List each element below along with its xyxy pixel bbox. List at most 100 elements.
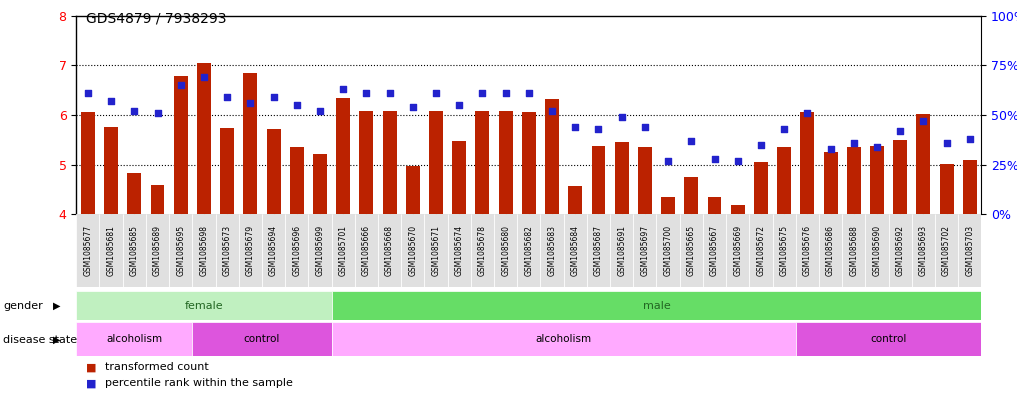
Text: GSM1085701: GSM1085701 [339, 225, 348, 276]
Text: alcoholism: alcoholism [106, 334, 163, 344]
Point [219, 94, 235, 100]
Text: GSM1085687: GSM1085687 [594, 225, 603, 276]
Point [265, 94, 282, 100]
Bar [657, 214, 679, 287]
Bar [266, 129, 281, 214]
Bar [174, 76, 188, 214]
Point [729, 158, 745, 164]
Bar [76, 291, 332, 320]
Bar [100, 214, 123, 287]
Text: GSM1085685: GSM1085685 [130, 225, 138, 276]
Bar [610, 214, 634, 287]
Bar [104, 127, 118, 214]
Bar [842, 214, 865, 287]
Text: GSM1085669: GSM1085669 [733, 225, 742, 276]
Point [915, 118, 932, 124]
Bar [424, 214, 447, 287]
Point [939, 140, 955, 146]
Text: control: control [871, 334, 907, 344]
Bar [262, 214, 285, 287]
Text: GSM1085671: GSM1085671 [431, 225, 440, 276]
Text: GSM1085696: GSM1085696 [292, 225, 301, 276]
Bar [151, 185, 165, 214]
Text: GSM1085668: GSM1085668 [385, 225, 395, 276]
Bar [476, 112, 489, 214]
Bar [540, 214, 563, 287]
Text: GSM1085675: GSM1085675 [780, 225, 788, 276]
Text: GSM1085665: GSM1085665 [686, 225, 696, 276]
Bar [197, 63, 211, 214]
Text: GSM1085689: GSM1085689 [153, 225, 162, 276]
Bar [726, 214, 750, 287]
Text: GSM1085681: GSM1085681 [107, 225, 116, 276]
Text: GSM1085699: GSM1085699 [315, 225, 324, 276]
Point [892, 128, 908, 134]
Point [381, 90, 398, 96]
Point [660, 158, 676, 164]
Text: GSM1085677: GSM1085677 [83, 225, 93, 276]
Bar [870, 146, 884, 214]
Text: GDS4879 / 7938293: GDS4879 / 7938293 [86, 12, 227, 26]
Bar [522, 112, 536, 214]
Bar [889, 214, 912, 287]
Bar [81, 112, 95, 214]
Bar [453, 141, 466, 214]
Bar [378, 214, 401, 287]
Point [428, 90, 444, 96]
Bar [290, 147, 304, 214]
Text: disease state: disease state [3, 335, 77, 345]
Point [497, 90, 514, 96]
Bar [337, 97, 350, 214]
Bar [563, 214, 587, 287]
Bar [795, 214, 819, 287]
Text: GSM1085684: GSM1085684 [571, 225, 580, 276]
Text: GSM1085683: GSM1085683 [547, 225, 556, 276]
Bar [216, 214, 239, 287]
Text: GSM1085670: GSM1085670 [408, 225, 417, 276]
Point [683, 138, 700, 144]
Text: ▶: ▶ [53, 335, 60, 345]
Bar [429, 112, 443, 214]
Point [79, 90, 96, 96]
Bar [795, 322, 981, 356]
Bar [471, 214, 494, 287]
Text: GSM1085680: GSM1085680 [501, 225, 511, 276]
Point [173, 82, 189, 88]
Text: alcoholism: alcoholism [536, 334, 592, 344]
Bar [545, 99, 559, 214]
Bar [169, 214, 192, 287]
Bar [773, 214, 795, 287]
Bar [638, 147, 652, 214]
Bar [893, 140, 907, 214]
Bar [731, 205, 744, 214]
Text: ■: ■ [86, 362, 97, 373]
Bar [76, 214, 100, 287]
Bar [192, 214, 216, 287]
Bar [754, 162, 768, 214]
Bar [912, 214, 935, 287]
Text: GSM1085700: GSM1085700 [663, 225, 672, 276]
Bar [401, 214, 424, 287]
Point [312, 108, 328, 114]
Text: GSM1085666: GSM1085666 [362, 225, 371, 276]
Bar [592, 146, 605, 214]
Bar [494, 214, 518, 287]
Bar [145, 214, 169, 287]
Text: GSM1085703: GSM1085703 [965, 225, 974, 276]
Bar [800, 112, 815, 214]
Point [335, 86, 351, 92]
Text: GSM1085667: GSM1085667 [710, 225, 719, 276]
Point [845, 140, 861, 146]
Text: GSM1085674: GSM1085674 [455, 225, 464, 276]
Point [962, 136, 978, 142]
Text: GSM1085698: GSM1085698 [199, 225, 208, 276]
Bar [285, 214, 308, 287]
Point [776, 126, 792, 132]
Bar [661, 197, 675, 214]
Point [613, 114, 630, 120]
Text: GSM1085694: GSM1085694 [270, 225, 278, 276]
Text: GSM1085686: GSM1085686 [826, 225, 835, 276]
Point [149, 110, 166, 116]
Text: male: male [643, 301, 670, 310]
Bar [243, 73, 257, 214]
